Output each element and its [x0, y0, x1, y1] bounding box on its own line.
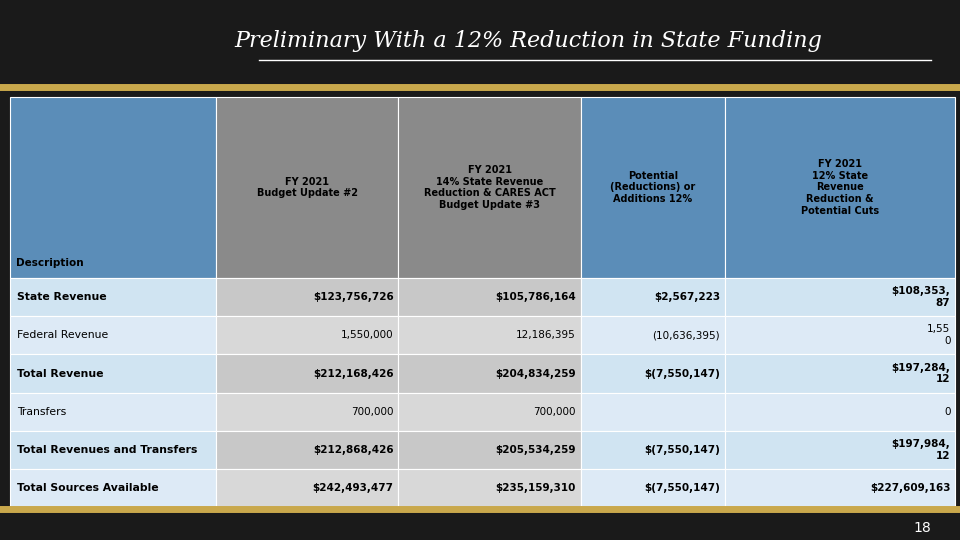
FancyBboxPatch shape [581, 354, 725, 393]
Text: State Revenue: State Revenue [17, 292, 107, 302]
Text: 18: 18 [914, 521, 931, 535]
Text: $227,609,163: $227,609,163 [870, 483, 950, 494]
Text: $212,168,426: $212,168,426 [313, 368, 394, 379]
FancyBboxPatch shape [10, 354, 216, 393]
FancyBboxPatch shape [216, 278, 398, 316]
FancyBboxPatch shape [581, 97, 725, 278]
FancyBboxPatch shape [581, 316, 725, 354]
Text: $205,534,259: $205,534,259 [495, 445, 576, 455]
FancyBboxPatch shape [10, 431, 216, 469]
Text: Total Revenue: Total Revenue [17, 368, 104, 379]
Text: $105,786,164: $105,786,164 [495, 292, 576, 302]
FancyBboxPatch shape [216, 469, 398, 508]
FancyBboxPatch shape [725, 97, 955, 278]
Text: 1,55
0: 1,55 0 [927, 325, 950, 346]
FancyBboxPatch shape [10, 97, 216, 278]
FancyBboxPatch shape [216, 354, 398, 393]
Text: Total Sources Available: Total Sources Available [17, 483, 159, 494]
FancyBboxPatch shape [725, 354, 955, 393]
Text: Description: Description [16, 258, 84, 267]
FancyBboxPatch shape [725, 431, 955, 469]
FancyBboxPatch shape [725, 316, 955, 354]
Text: Potential
(Reductions) or
Additions 12%: Potential (Reductions) or Additions 12% [611, 171, 695, 204]
FancyBboxPatch shape [581, 469, 725, 508]
Text: FY 2021
12% State
Revenue
Reduction &
Potential Cuts: FY 2021 12% State Revenue Reduction & Po… [801, 159, 879, 215]
FancyBboxPatch shape [581, 278, 725, 316]
FancyBboxPatch shape [216, 316, 398, 354]
Text: $(7,550,147): $(7,550,147) [644, 483, 720, 494]
Text: $197,284,
12: $197,284, 12 [892, 363, 950, 384]
FancyBboxPatch shape [216, 431, 398, 469]
Text: 700,000: 700,000 [351, 407, 394, 417]
Text: 1,550,000: 1,550,000 [341, 330, 394, 340]
Text: FY 2021
14% State Revenue
Reduction & CARES ACT
Budget Update #3: FY 2021 14% State Revenue Reduction & CA… [423, 165, 556, 210]
Text: Transfers: Transfers [17, 407, 66, 417]
Text: FY 2021
Budget Update #2: FY 2021 Budget Update #2 [256, 177, 358, 198]
Text: $(7,550,147): $(7,550,147) [644, 368, 720, 379]
FancyBboxPatch shape [10, 469, 216, 508]
FancyBboxPatch shape [725, 278, 955, 316]
Text: Preliminary With a 12% Reduction in State Funding: Preliminary With a 12% Reduction in Stat… [234, 30, 822, 52]
Text: Total Revenues and Transfers: Total Revenues and Transfers [17, 445, 198, 455]
FancyBboxPatch shape [398, 393, 581, 431]
Text: $2,567,223: $2,567,223 [654, 292, 720, 302]
Text: $197,984,
12: $197,984, 12 [892, 440, 950, 461]
Text: 0: 0 [944, 407, 950, 417]
FancyBboxPatch shape [216, 97, 398, 278]
FancyBboxPatch shape [10, 278, 216, 316]
FancyBboxPatch shape [398, 97, 581, 278]
FancyBboxPatch shape [216, 393, 398, 431]
FancyBboxPatch shape [581, 393, 725, 431]
Text: $108,353,
87: $108,353, 87 [892, 286, 950, 308]
FancyBboxPatch shape [398, 316, 581, 354]
FancyBboxPatch shape [725, 469, 955, 508]
FancyBboxPatch shape [10, 316, 216, 354]
Text: (10,636,395): (10,636,395) [653, 330, 720, 340]
Text: $242,493,477: $242,493,477 [313, 483, 394, 494]
FancyBboxPatch shape [398, 469, 581, 508]
Text: $(7,550,147): $(7,550,147) [644, 445, 720, 455]
Text: 700,000: 700,000 [534, 407, 576, 417]
Text: 12,186,395: 12,186,395 [516, 330, 576, 340]
FancyBboxPatch shape [10, 393, 216, 431]
FancyBboxPatch shape [398, 431, 581, 469]
FancyBboxPatch shape [581, 431, 725, 469]
Text: $212,868,426: $212,868,426 [313, 445, 394, 455]
Text: $235,159,310: $235,159,310 [495, 483, 576, 494]
Text: $123,756,726: $123,756,726 [313, 292, 394, 302]
Text: Federal Revenue: Federal Revenue [17, 330, 108, 340]
FancyBboxPatch shape [725, 393, 955, 431]
Text: $204,834,259: $204,834,259 [495, 368, 576, 379]
FancyBboxPatch shape [398, 354, 581, 393]
FancyBboxPatch shape [398, 278, 581, 316]
